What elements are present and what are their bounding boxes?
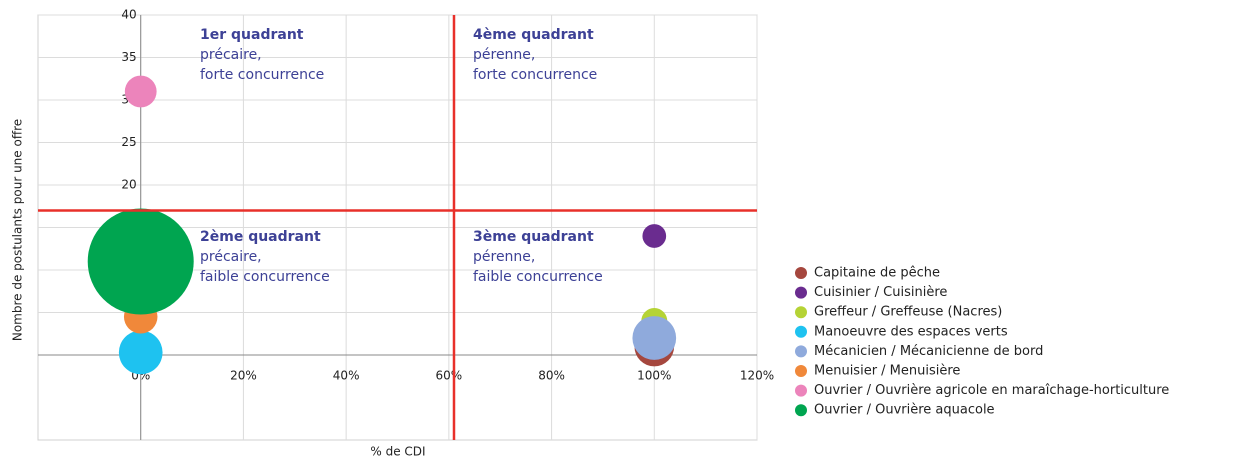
legend-label: Manoeuvre des espaces verts — [814, 324, 1008, 339]
quadrant-title: 3ème quadrant — [473, 229, 594, 245]
bubble — [118, 330, 163, 375]
bubble — [632, 316, 677, 360]
legend-marker — [795, 365, 807, 377]
quadrant-text: forte concurrence — [473, 67, 597, 83]
bubble — [642, 224, 667, 248]
legend-marker — [795, 404, 807, 417]
legend-label: Greffeur / Greffeuse (Nacres) — [814, 305, 1002, 320]
quadrant-text: faible concurrence — [473, 269, 603, 285]
x-tick-label: 120% — [740, 369, 774, 383]
quadrant-text: pérenne, — [473, 47, 535, 63]
x-tick-label: 40% — [333, 369, 360, 383]
y-tick-label: 40 — [121, 8, 136, 22]
quadrant-text: précaire, — [200, 47, 262, 63]
x-tick-label: 60% — [436, 369, 463, 383]
legend-marker — [795, 267, 807, 279]
legend-marker — [795, 286, 807, 299]
y-tick-label: 35 — [121, 50, 136, 64]
y-tick-label: 20 — [121, 178, 136, 192]
bubble — [87, 208, 194, 315]
quadrant-text: faible concurrence — [200, 269, 330, 285]
quadrant-text: pérenne, — [473, 249, 535, 265]
x-tick-label: 20% — [230, 369, 257, 383]
quadrant-title: 4ème quadrant — [473, 27, 594, 43]
legend-label: Ouvrier / Ouvrière agricole en maraîchag… — [814, 383, 1169, 398]
x-tick-label: 100% — [637, 369, 671, 383]
x-tick-label: 80% — [538, 369, 565, 383]
legend-label: Ouvrier / Ouvrière aquacole — [814, 403, 995, 418]
y-tick-label: 25 — [121, 135, 136, 149]
legend-marker — [795, 345, 807, 358]
legend-marker — [795, 306, 807, 319]
legend-label: Menuisier / Menuisière — [814, 364, 960, 379]
legend-marker — [795, 325, 807, 338]
quadrant-text: forte concurrence — [200, 67, 324, 83]
quadrant-title: 2ème quadrant — [200, 229, 321, 245]
bubble — [124, 75, 157, 108]
legend-label: Capitaine de pêche — [814, 266, 940, 281]
quadrant-title: 1er quadrant — [200, 27, 304, 43]
legend-marker — [795, 384, 807, 397]
y-axis-label: Nombre de postulants pour une offre — [11, 119, 25, 341]
legend-label: Cuisinier / Cuisinière — [814, 285, 947, 300]
x-axis-label: % de CDI — [370, 445, 425, 459]
legend-label: Mécanicien / Mécanicienne de bord — [814, 344, 1043, 359]
quadrant-text: précaire, — [200, 249, 262, 265]
